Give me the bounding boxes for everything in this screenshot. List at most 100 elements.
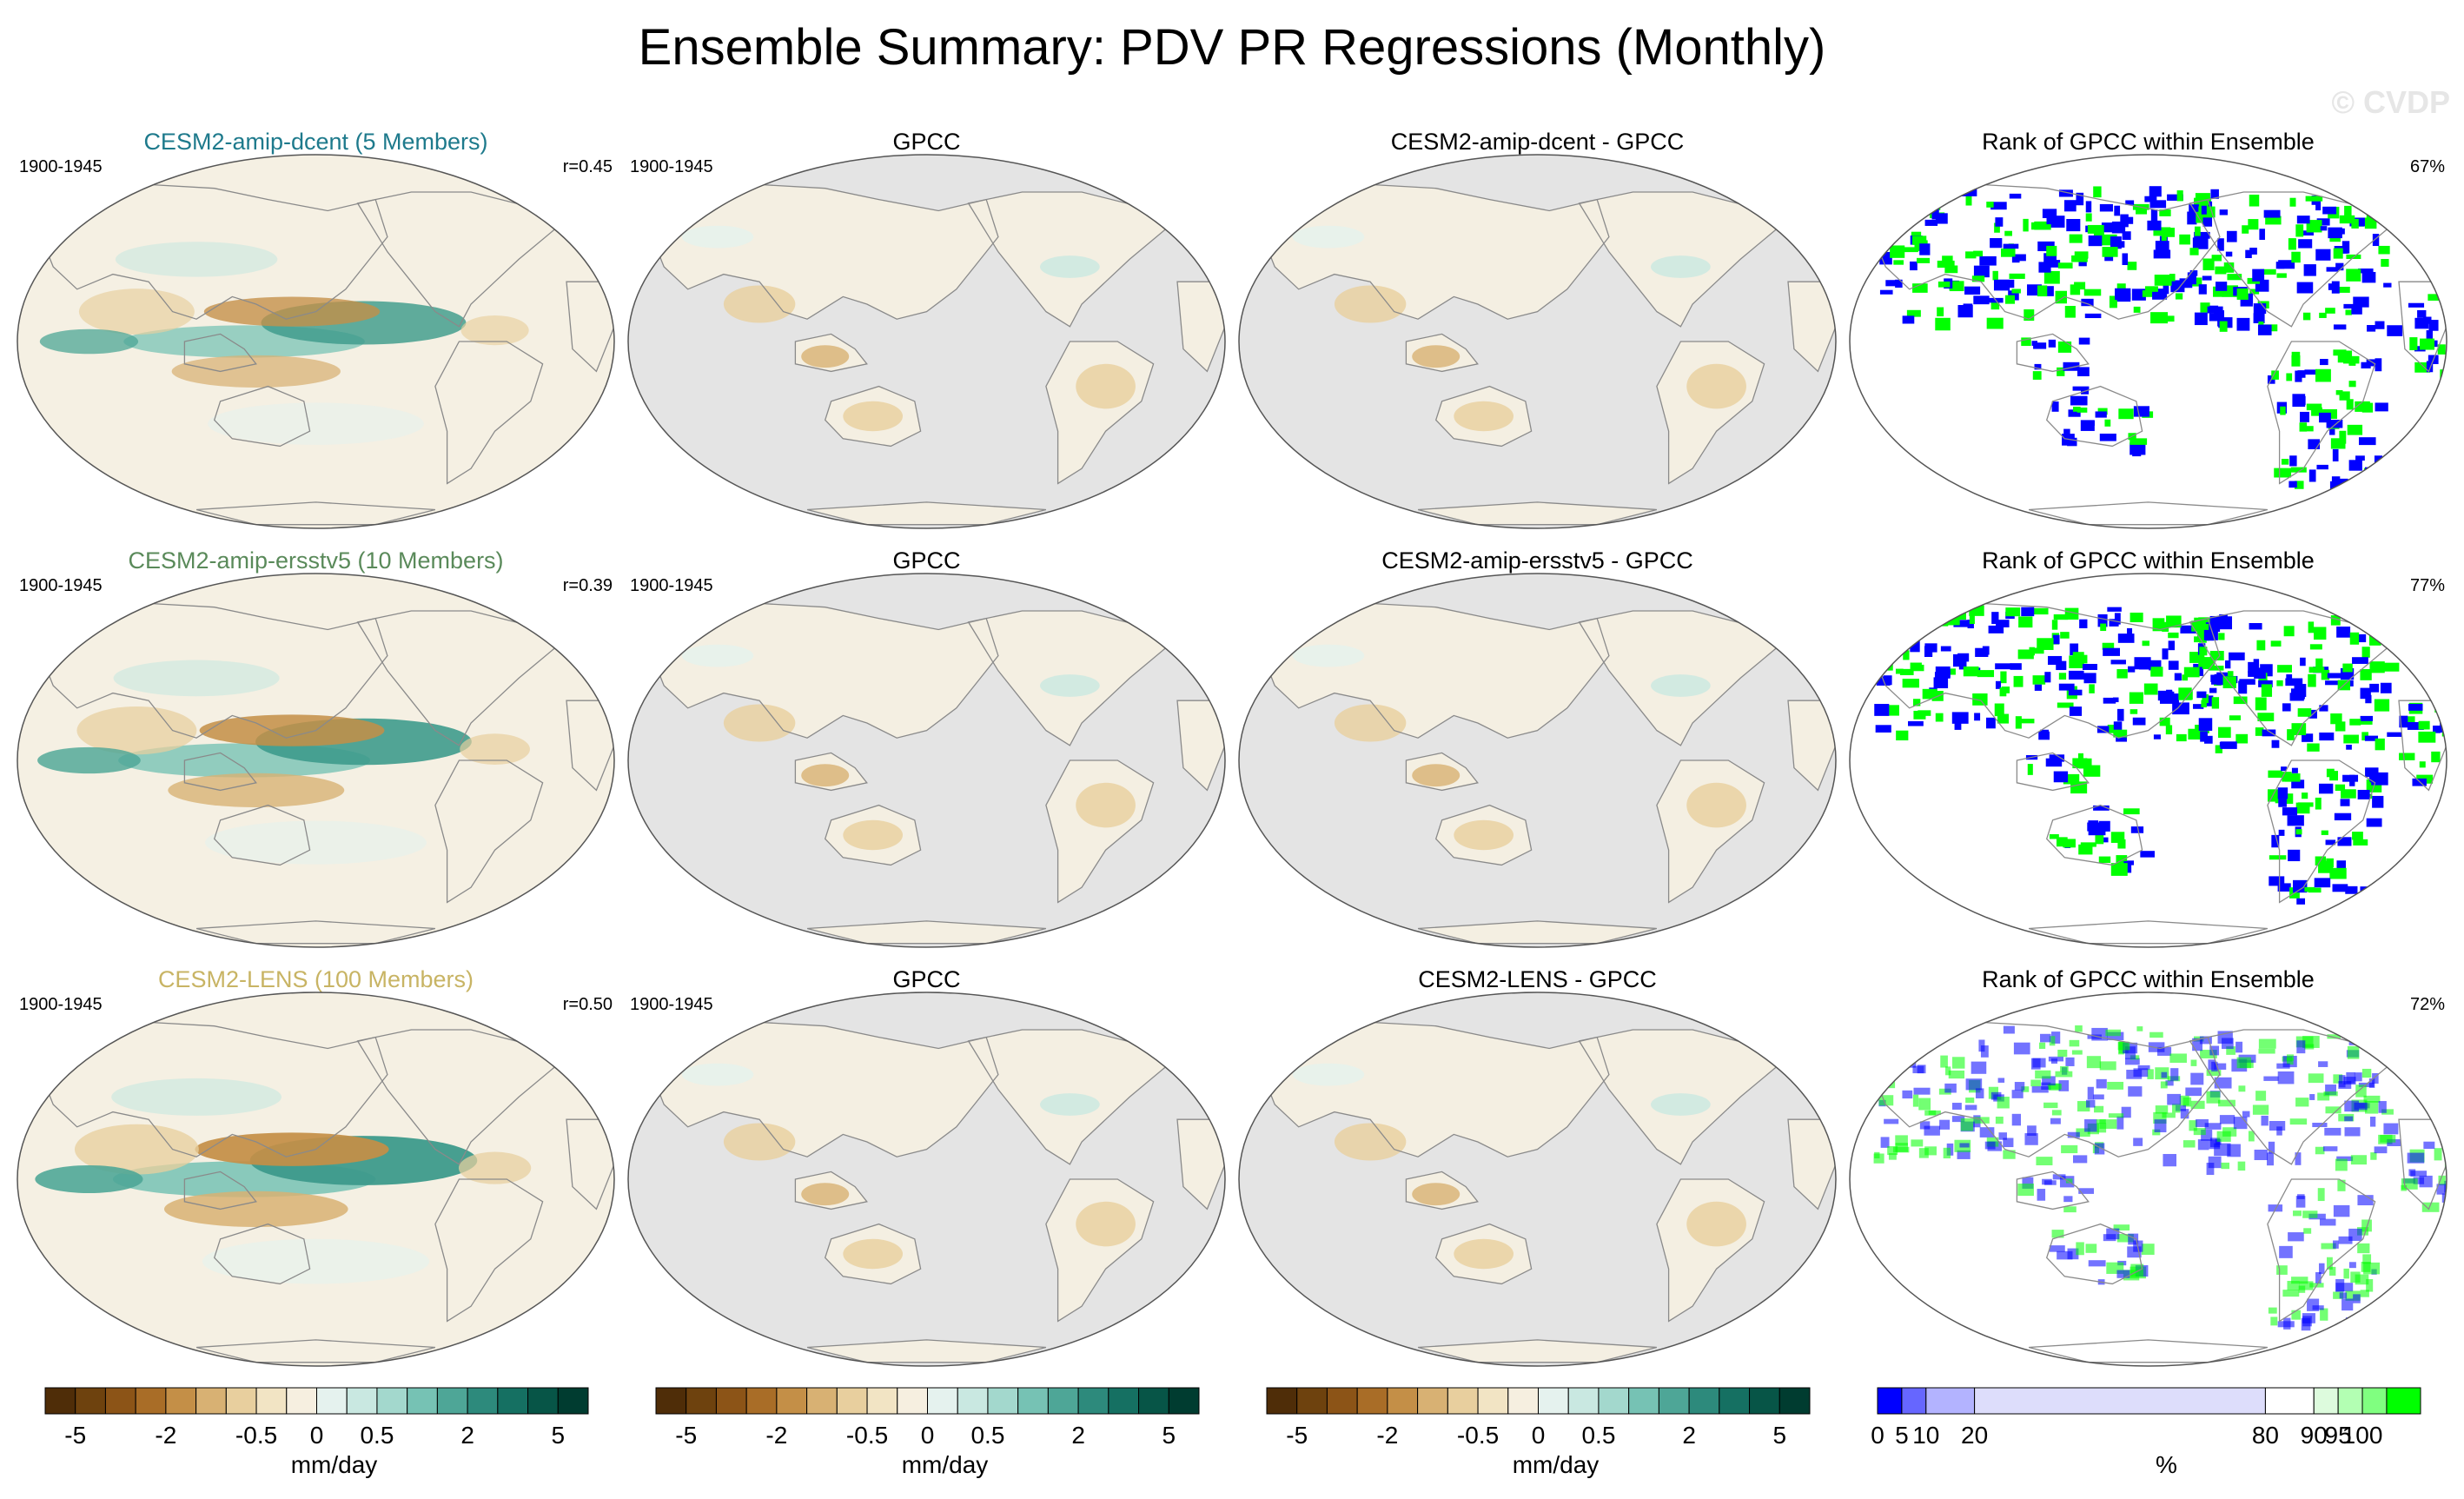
rank-cell [2352, 832, 2363, 840]
rank-cell [2319, 705, 2328, 712]
rank-cell [2369, 1116, 2376, 1127]
rank-cell [2357, 1243, 2370, 1254]
colorbar-tick-label: 2 [460, 1422, 474, 1449]
rank-cell [2326, 419, 2343, 428]
rank-cell [2339, 1292, 2348, 1299]
rank-cell [2276, 1063, 2290, 1069]
rank-cell [2245, 249, 2252, 259]
rank-cell [2154, 1119, 2167, 1133]
rank-cell [2335, 262, 2344, 271]
colorbar-tick-label: 0 [1532, 1422, 1546, 1449]
coastline-australia [213, 804, 311, 866]
rank-cell [2147, 220, 2162, 231]
coastline-maritime [183, 1171, 257, 1210]
rank-cell [1998, 1132, 2007, 1140]
colorbar-bin [135, 1387, 167, 1415]
rank-cell [2121, 1106, 2131, 1118]
coastline-samerica [1045, 1178, 1155, 1323]
coastline-greenland [1140, 176, 1196, 216]
colorbar-bin [1326, 1387, 1358, 1415]
rank-cell [2124, 1058, 2140, 1065]
rank-cell [2434, 1148, 2442, 1161]
land-greenland [1752, 595, 1806, 633]
rank-cell [2214, 1063, 2227, 1070]
colorbar-tick-label: -5 [675, 1422, 697, 1449]
rank-cell [2263, 1076, 2279, 1081]
colorbar-tick-label: 2 [1682, 1422, 1696, 1449]
field-blob [202, 1238, 430, 1284]
rank-cell [2104, 419, 2111, 427]
rank-cell [2257, 324, 2272, 335]
rank-cell [2136, 208, 2148, 215]
rank-cell [2347, 1045, 2360, 1059]
panel-stat: r=0.45 [563, 157, 613, 176]
rank-cell [2367, 325, 2376, 332]
rank-cell [2112, 697, 2119, 703]
rank-cell [1951, 1103, 1962, 1110]
rank-cell [2198, 660, 2206, 667]
rank-cell [2206, 1163, 2215, 1176]
land-eurasia [1262, 1022, 1609, 1157]
rank-cell [2361, 1068, 2372, 1078]
rank-cell [2080, 842, 2096, 847]
rank-cell [1977, 670, 1995, 678]
coastline-namerica [967, 1029, 1167, 1165]
rank-cell [2330, 713, 2342, 725]
rank-cell [2045, 758, 2063, 767]
rank-cell [2334, 287, 2350, 293]
coastline-eurasia [40, 1021, 388, 1157]
rank-cell [2413, 1177, 2425, 1184]
field-blob [199, 714, 385, 746]
rank-cell [1918, 1148, 1929, 1158]
rank-cell [2258, 1038, 2276, 1049]
rank-cell [2226, 1046, 2235, 1055]
rank-cell [2034, 363, 2042, 370]
rank-cell [2197, 1139, 2209, 1151]
rank-cell [2291, 351, 2301, 365]
rank-cell [2289, 693, 2304, 701]
land-greenland [2362, 1014, 2417, 1052]
rank-cell [2288, 238, 2296, 250]
rank-cell [2329, 867, 2347, 879]
rank-cell [1949, 281, 1964, 292]
field-blob [1651, 1093, 1711, 1116]
rank-cell [2067, 437, 2077, 447]
rank-cell [1912, 699, 1921, 706]
rank-cell [2351, 305, 2362, 315]
rank-cell [2070, 284, 2081, 295]
coastline-eurasia [1872, 1021, 2221, 1157]
rank-cell [2360, 715, 2374, 721]
rank-cell [2335, 1283, 2354, 1292]
rank-cell [2361, 361, 2371, 368]
rank-cell [2285, 773, 2301, 782]
rank-cell [2296, 898, 2306, 905]
rank-cell [2269, 855, 2287, 860]
rank-cell [2319, 312, 2327, 318]
rank-cell [2179, 1095, 2189, 1106]
rank-cell [2345, 309, 2352, 315]
field-blob [723, 1123, 796, 1161]
colorbar-tick-label: 0 [1871, 1422, 1884, 1449]
colorbar-bin [316, 1387, 348, 1415]
rank-cell [2253, 303, 2267, 315]
field-blob [1412, 764, 1461, 787]
rank-cell [2208, 666, 2224, 671]
colorbar-bin [376, 1387, 408, 1415]
colorbar-tick-label: 10 [1912, 1422, 1939, 1449]
rank-cell [2215, 1138, 2222, 1145]
coastline-eurasia [651, 183, 999, 320]
rank-cell [2270, 640, 2282, 647]
colorbar-bin [2313, 1387, 2339, 1415]
rank-cell [2354, 1102, 2368, 1111]
rank-cell [2322, 206, 2337, 215]
colorbar-tick-label: 5 [1162, 1422, 1176, 1449]
rank-cell [2355, 455, 2365, 461]
rank-cell [2343, 734, 2359, 744]
rank-cell [2168, 632, 2179, 639]
rank-cell [2077, 367, 2090, 377]
rank-cell [2194, 312, 2208, 326]
rank-cell [2293, 879, 2308, 893]
rank-cell [1894, 202, 1909, 214]
rank-cell [2116, 1234, 2134, 1243]
